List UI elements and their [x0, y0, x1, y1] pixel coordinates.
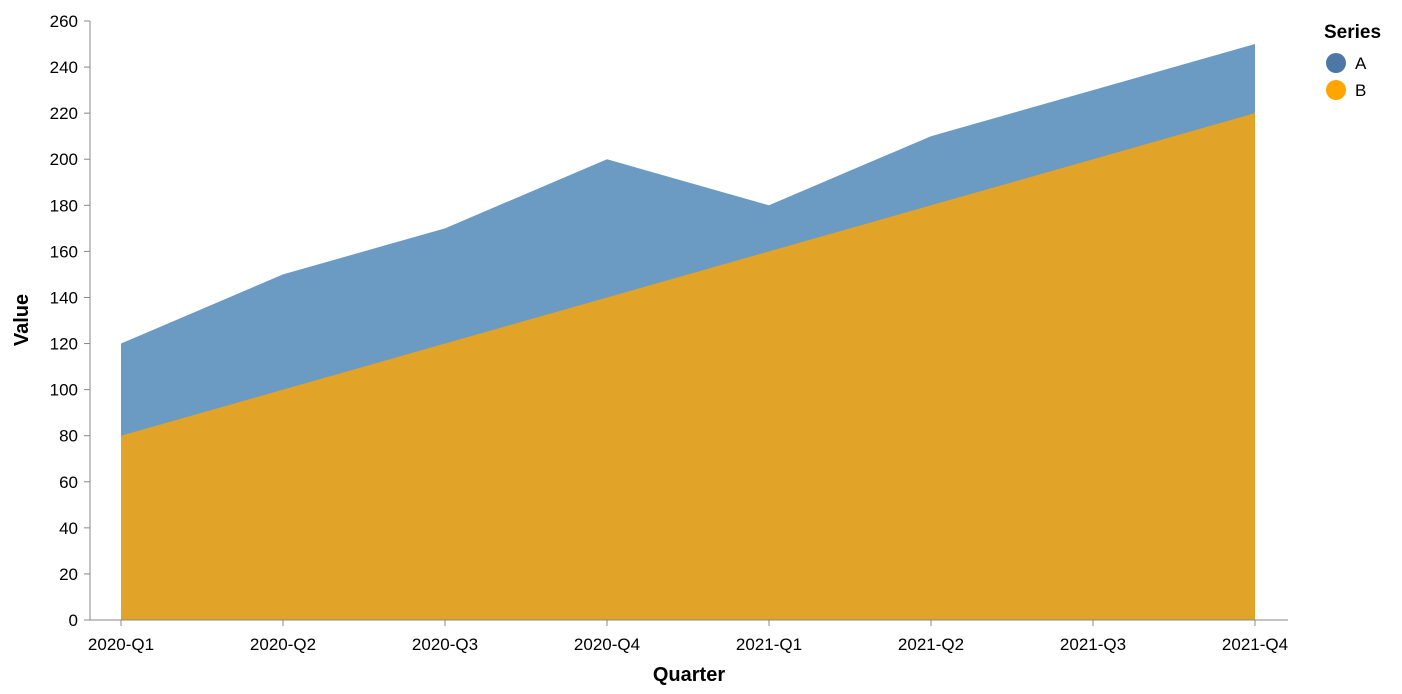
y-tick-label: 20 — [59, 565, 78, 584]
y-tick-label: 260 — [50, 12, 78, 31]
legend-items: AB — [1326, 53, 1367, 100]
y-tick-label: 120 — [50, 335, 78, 354]
x-tick-label: 2021-Q2 — [898, 635, 964, 654]
legend-swatch-b — [1326, 80, 1346, 100]
x-tick-label: 2020-Q3 — [412, 635, 478, 654]
legend-label-a: A — [1355, 54, 1367, 73]
legend: Series AB — [1324, 22, 1381, 100]
y-tick-label: 200 — [50, 150, 78, 169]
y-axis-title: Value — [11, 294, 33, 346]
x-tick-label: 2020-Q4 — [574, 635, 640, 654]
y-tick-label: 180 — [50, 196, 78, 215]
x-tick-label: 2020-Q1 — [88, 635, 154, 654]
x-tick-label: 2021-Q4 — [1222, 635, 1288, 654]
legend-label-b: B — [1355, 81, 1366, 100]
y-tick-label: 140 — [50, 288, 78, 307]
x-axis-title: Quarter — [653, 664, 725, 686]
y-tick-label: 80 — [59, 427, 78, 446]
y-tick-label: 0 — [69, 611, 78, 630]
series-areas — [121, 44, 1255, 621]
y-tick-label: 220 — [50, 104, 78, 123]
area-series-b — [121, 113, 1255, 621]
y-tick-label: 100 — [50, 381, 78, 400]
legend-title: Series — [1324, 22, 1381, 43]
y-axis: 0 20 40 60 80 100 120 140 160 180 200 220 240 260 — [50, 12, 91, 630]
y-tick-label: 160 — [50, 242, 78, 261]
y-tick-label: 40 — [59, 519, 78, 538]
legend-swatch-a — [1326, 53, 1346, 73]
x-tick-label: 2020-Q2 — [250, 635, 316, 654]
x-tick-label: 2021-Q3 — [1060, 635, 1126, 654]
y-tick-label: 60 — [59, 473, 78, 492]
x-tick-label: 2021-Q1 — [736, 635, 802, 654]
y-tick-label: 240 — [50, 58, 78, 77]
x-axis: 2020-Q1 2020-Q2 2020-Q3 2020-Q4 2021-Q1 2021-… — [88, 619, 1288, 654]
